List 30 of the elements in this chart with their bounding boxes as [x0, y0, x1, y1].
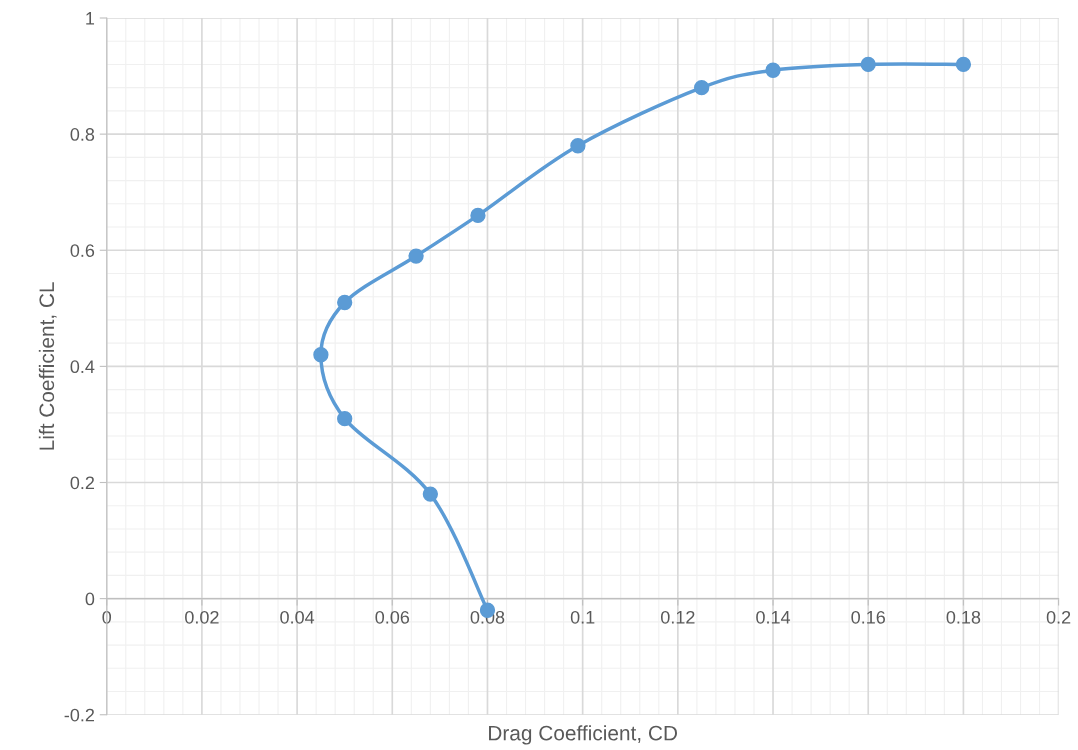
- x-tick-label: 0.12: [660, 610, 695, 624]
- point: [313, 347, 329, 363]
- y-tick-label: 0.6: [70, 244, 95, 257]
- y-tick-label: 1: [86, 12, 95, 25]
- x-tick-label: 0.2: [1046, 610, 1071, 624]
- point: [470, 207, 486, 224]
- x-tick-label: 0.04: [280, 610, 315, 624]
- point: [422, 486, 438, 502]
- point: [860, 56, 876, 73]
- x-tick-label: 0.02: [185, 610, 219, 624]
- x-tick-label: 0.1: [570, 610, 595, 624]
- point: [337, 294, 353, 311]
- y-tick-label: -0.2: [64, 708, 95, 722]
- x-tick-label: 0: [102, 610, 112, 624]
- x-tick-label: 0.14: [756, 610, 791, 624]
- point: [570, 138, 586, 154]
- x-tick-label: 0.18: [946, 610, 981, 624]
- point: [765, 62, 781, 78]
- point: [337, 410, 353, 427]
- y-tick-label: 0.8: [70, 128, 95, 141]
- point: [955, 56, 972, 73]
- y-tick-label: 0: [85, 592, 95, 606]
- point: [408, 248, 424, 264]
- x-tick-label: 0.06: [375, 610, 410, 624]
- y-tick-label: 0.2: [70, 476, 95, 490]
- y-axis-title: Lift Coefficient, CL: [38, 282, 57, 450]
- point: [694, 80, 710, 96]
- x-tick-label: 0.16: [851, 610, 885, 624]
- x-axis-title: Drag Coefficient, CD: [489, 725, 678, 745]
- y-tick-label: 0.4: [70, 360, 95, 374]
